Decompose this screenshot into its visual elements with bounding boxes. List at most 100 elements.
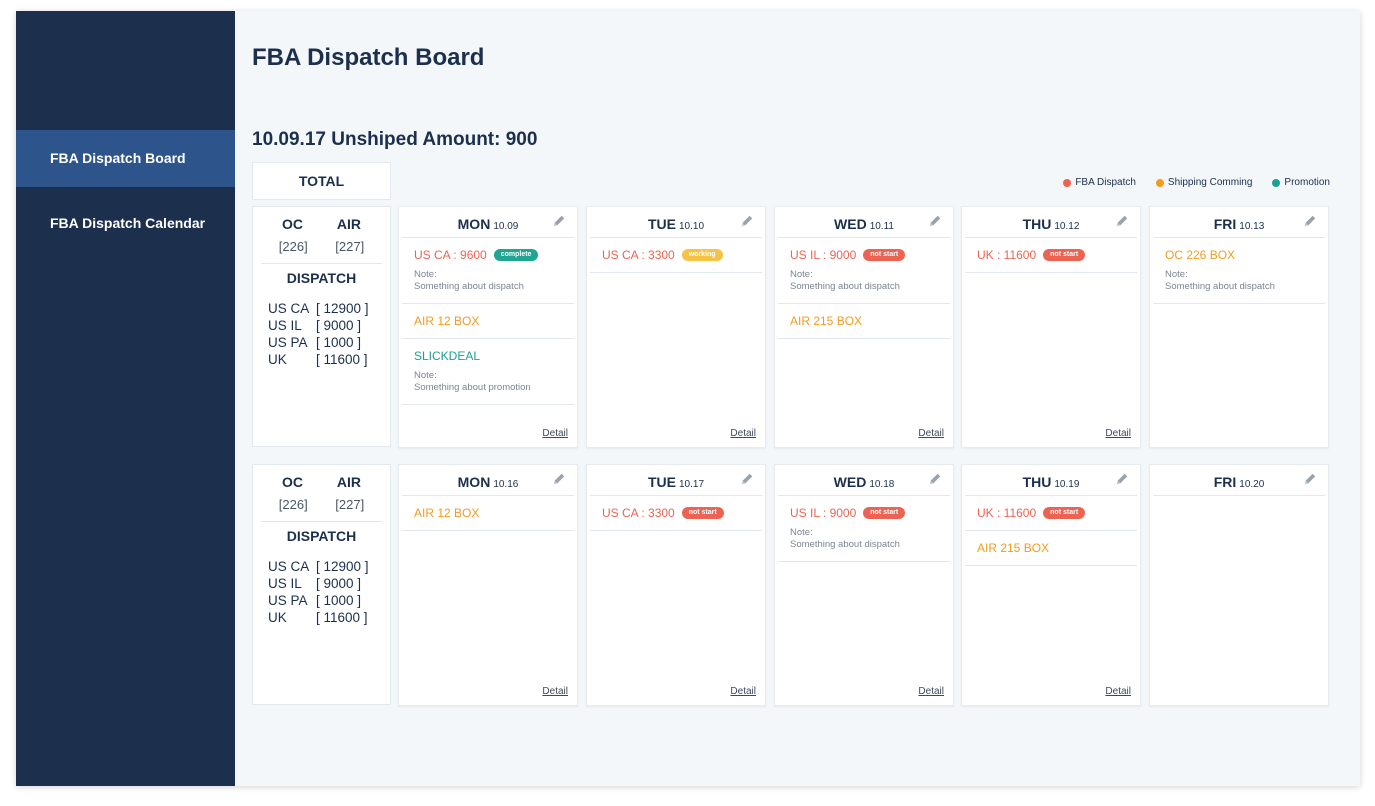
unshipped-amount-heading: 10.09.17 Unshiped Amount: 900 [252,129,538,150]
dispatch-entry[interactable]: AIR 215 BOX [778,304,950,339]
day-date: 10.10 [678,221,705,232]
entry-note: Note: Something about dispatch [414,269,561,293]
dispatch-entry[interactable]: US CA : 3300 working [590,238,762,273]
day-name: FRI [1213,216,1237,232]
pencil-icon[interactable] [740,214,754,228]
legend-item-shipping-comming: Shipping Comming [1155,177,1252,188]
detail-link[interactable]: Detail [730,428,756,439]
note-text: Something about promotion [414,382,531,393]
detail-link[interactable]: Detail [918,686,944,697]
region-label: UK [268,610,287,625]
dispatch-total-row: UK [ 11600 ] [268,609,390,626]
week-row: OC AIR [226] [227] DISPATCH US CA[ 12900 ] US … [252,206,1329,449]
oc-value: [226] [278,497,308,512]
pencil-icon[interactable] [1303,472,1317,486]
region-label: US CA [268,559,310,574]
pencil-icon[interactable] [1303,214,1317,228]
pencil-icon[interactable] [552,472,566,486]
dispatch-entry[interactable]: AIR 12 BOX [402,304,574,339]
detail-link[interactable]: Detail [542,428,568,439]
page-title: FBA Dispatch Board [252,44,485,71]
dispatch-total-row: US CA [ 12900 ] [268,558,390,575]
day-card-thu: THU 10.12 UK : 11600 not start Detail [961,206,1141,448]
sidebar-item-dispatch-board[interactable]: FBA Dispatch Board [16,130,235,187]
legend-dot-icon [1063,178,1072,187]
detail-link[interactable]: Detail [730,686,756,697]
day-date: 10.18 [869,479,895,490]
sidebar-item-dispatch-calendar[interactable]: FBA Dispatch Calendar [50,215,206,231]
status-badge: not start [863,507,906,519]
status-badge: working [681,249,723,261]
pencil-icon[interactable] [552,214,566,228]
pencil-icon[interactable] [928,214,942,228]
dispatch-entry[interactable]: AIR 215 BOX [965,531,1137,566]
dispatch-entry[interactable]: UK : 11600 not start [965,238,1137,273]
entry-title: US CA : 9600 [414,248,487,262]
day-name: WED [834,216,867,232]
entry-title: US IL : 9000 [790,506,857,520]
day-date: 10.09 [493,221,519,232]
legend-item-fba-dispatch: FBA Dispatch [1063,177,1136,188]
entry-title: AIR 12 BOX [414,314,480,328]
air-value: [227] [335,497,365,512]
entry-note: Note: Something about promotion [414,370,561,394]
day-header: FRI 10.13 [1153,207,1325,238]
air-label: AIR [336,216,362,232]
pencil-icon[interactable] [1115,472,1129,486]
dispatch-label: DISPATCH [286,528,357,544]
dispatch-entry[interactable]: OC 226 BOX Note: Something about dispatch [1153,238,1325,304]
entry-title: AIR 215 BOX [790,314,863,328]
dispatch-entry[interactable]: UK : 11600 not start [965,496,1137,531]
entry-title: US CA : 3300 [602,506,675,520]
pencil-icon[interactable] [740,472,754,486]
region-value: [ 1000 ] [316,593,362,608]
dispatch-total-row: UK [ 11600 ] [268,351,390,368]
legend-dot-icon [1272,178,1281,187]
dispatch-total-row: US PA [ 1000 ] [268,592,390,609]
legend: FBA Dispatch Shipping Comming Promotion [1063,177,1330,188]
oc-value: [226] [278,239,308,254]
day-date: 10.17 [678,479,705,490]
region-value: [ 12900 ] [316,559,369,574]
day-card-fri: FRI 10.20 [1149,464,1329,706]
dispatch-total-row: US PA [ 1000 ] [268,334,390,351]
day-card-wed: WED 10.11 US IL : 9000 not start Note: Someth… [774,206,954,448]
dispatch-entry[interactable]: AIR 12 BOX [402,496,574,531]
entry-title: SLICKDEAL [414,349,481,363]
legend-dot-icon [1155,178,1164,187]
pencil-icon[interactable] [1115,214,1129,228]
day-name: MON [457,474,491,490]
divider [261,263,382,264]
total-tab[interactable]: TOTAL [252,162,391,200]
week-summary: OC AIR [226] [227] DISPATCH US CA[ 12900 ] US … [252,464,391,705]
day-date: 10.20 [1239,479,1265,490]
dispatch-entry[interactable]: US IL : 9000 not start Note: Something abou… [778,238,950,304]
day-header: TUE 10.10 [590,207,762,238]
note-text: Something about dispatch [1165,281,1275,292]
dispatch-entry[interactable]: SLICKDEAL Note: Something about promotion [402,339,574,405]
pencil-icon[interactable] [928,472,942,486]
day-card-fri: FRI 10.13 OC 226 BOX Note: Something about d… [1149,206,1329,448]
dispatch-entry[interactable]: US IL : 9000 not start Note: Something abou… [778,496,950,562]
day-name: MON [457,216,491,232]
note-label: Note: [790,269,813,280]
dispatch-entry[interactable]: US CA : 3300 not start [590,496,762,531]
day-header: MON 10.16 [402,465,574,496]
detail-link[interactable]: Detail [1105,686,1131,697]
dispatch-entry[interactable]: US CA : 9600 complete Note: Something about… [402,238,574,304]
day-name: THU [1022,216,1052,232]
detail-link[interactable]: Detail [918,428,944,439]
day-header: WED 10.11 [778,207,950,238]
entry-title: UK : 11600 [977,506,1037,520]
region-label: US IL [268,576,302,591]
detail-link[interactable]: Detail [1105,428,1131,439]
day-card-tue: TUE 10.17 US CA : 3300 not start Detail [586,464,766,706]
air-value: [227] [335,239,365,254]
legend-item-promotion: Promotion [1272,177,1330,188]
day-date: 10.19 [1054,479,1080,490]
day-header: WED 10.18 [778,465,950,496]
entry-title: UK : 11600 [977,248,1037,262]
status-badge: complete [493,249,539,261]
day-name: TUE [647,216,676,232]
detail-link[interactable]: Detail [542,686,568,697]
